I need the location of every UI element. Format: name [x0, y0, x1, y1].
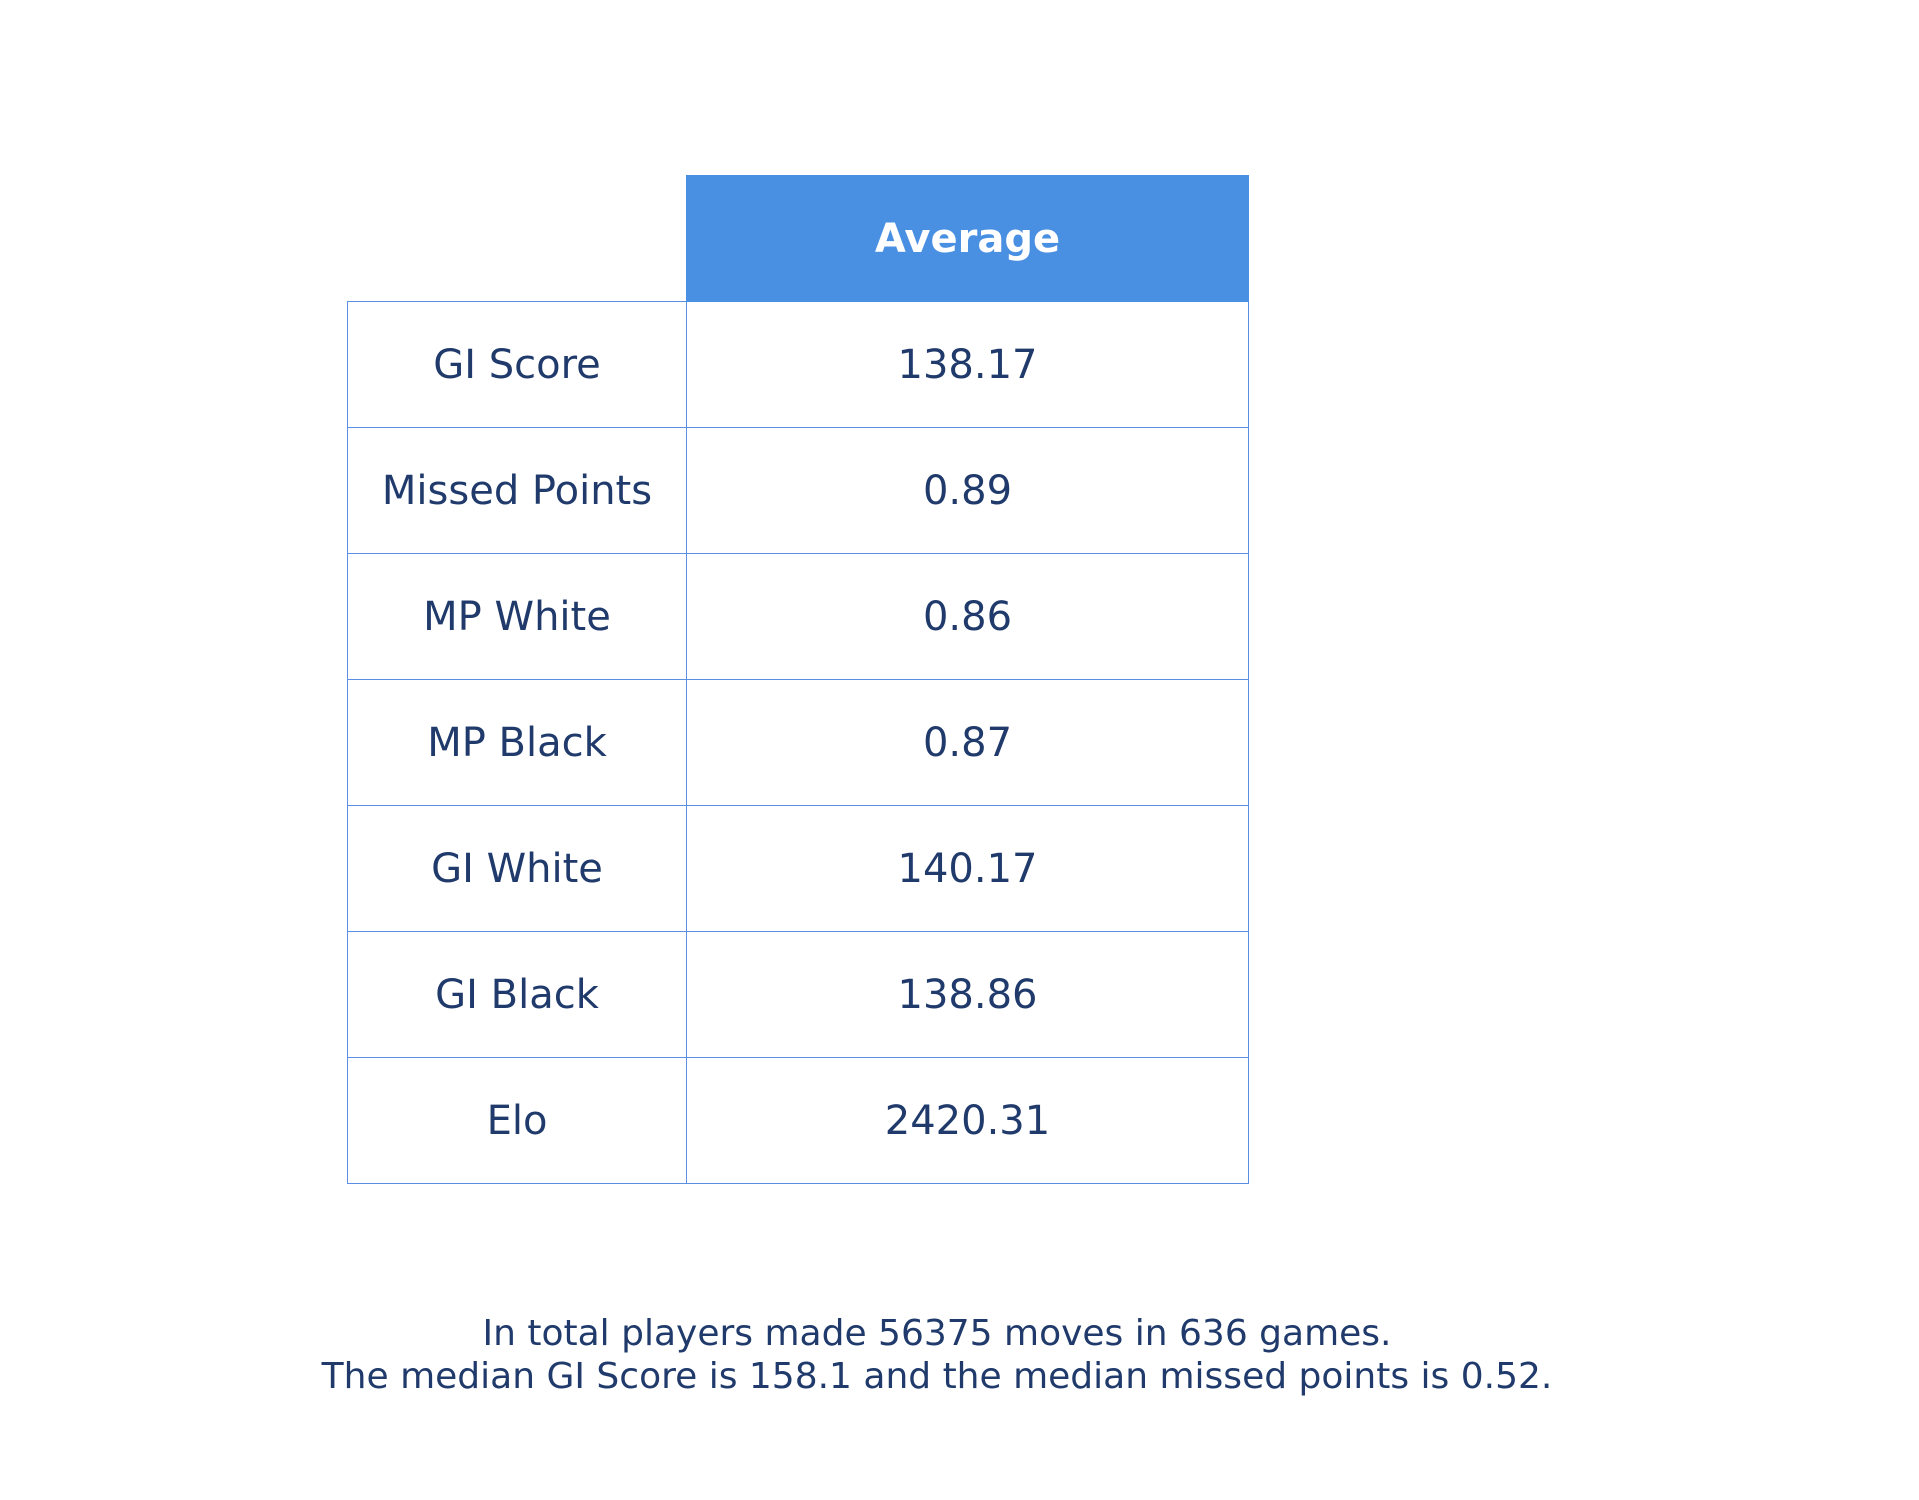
- row-value-cell: 0.87: [686, 679, 1249, 806]
- row-value-cell: 138.17: [686, 301, 1249, 428]
- row-value-cell: 138.86: [686, 931, 1249, 1058]
- table-row: GI White 140.17: [347, 805, 1249, 932]
- table-row: Missed Points 0.89: [347, 427, 1249, 554]
- table-header-row: Average: [348, 175, 1249, 302]
- table-body: GI Score 138.17 Missed Points 0.89 MP White 0…: [347, 301, 1249, 1184]
- row-label-cell: Missed Points: [347, 427, 687, 554]
- row-label-cell: GI White: [347, 805, 687, 932]
- row-label-cell: GI Score: [347, 301, 687, 428]
- table-row: GI Black 138.86: [347, 931, 1249, 1058]
- row-label-cell: GI Black: [347, 931, 687, 1058]
- column-header-average: Average: [686, 175, 1249, 302]
- row-label-cell: Elo: [347, 1057, 687, 1184]
- table-row: GI Score 138.17: [347, 301, 1249, 428]
- row-label-cell: MP Black: [347, 679, 687, 806]
- table-row: MP Black 0.87: [347, 679, 1249, 806]
- table-row: Elo 2420.31: [347, 1057, 1249, 1184]
- row-value-cell: 0.86: [686, 553, 1249, 680]
- row-value-cell: 0.89: [686, 427, 1249, 554]
- footnote-line-medians: The median GI Score is 158.1 and the med…: [321, 1356, 1553, 1397]
- row-value-cell: 140.17: [686, 805, 1249, 932]
- header-corner-cell: [348, 176, 687, 302]
- row-label-cell: MP White: [347, 553, 687, 680]
- table-row: MP White 0.86: [347, 553, 1249, 680]
- footnote-line-moves: In total players made 56375 moves in 636…: [482, 1313, 1392, 1354]
- row-value-cell: 2420.31: [686, 1057, 1249, 1184]
- stats-table: Average GI Score 138.17 Missed Points 0.89 M…: [347, 175, 1249, 1184]
- summary-footnote: In total players made 56375 moves in 636…: [0, 1312, 1874, 1398]
